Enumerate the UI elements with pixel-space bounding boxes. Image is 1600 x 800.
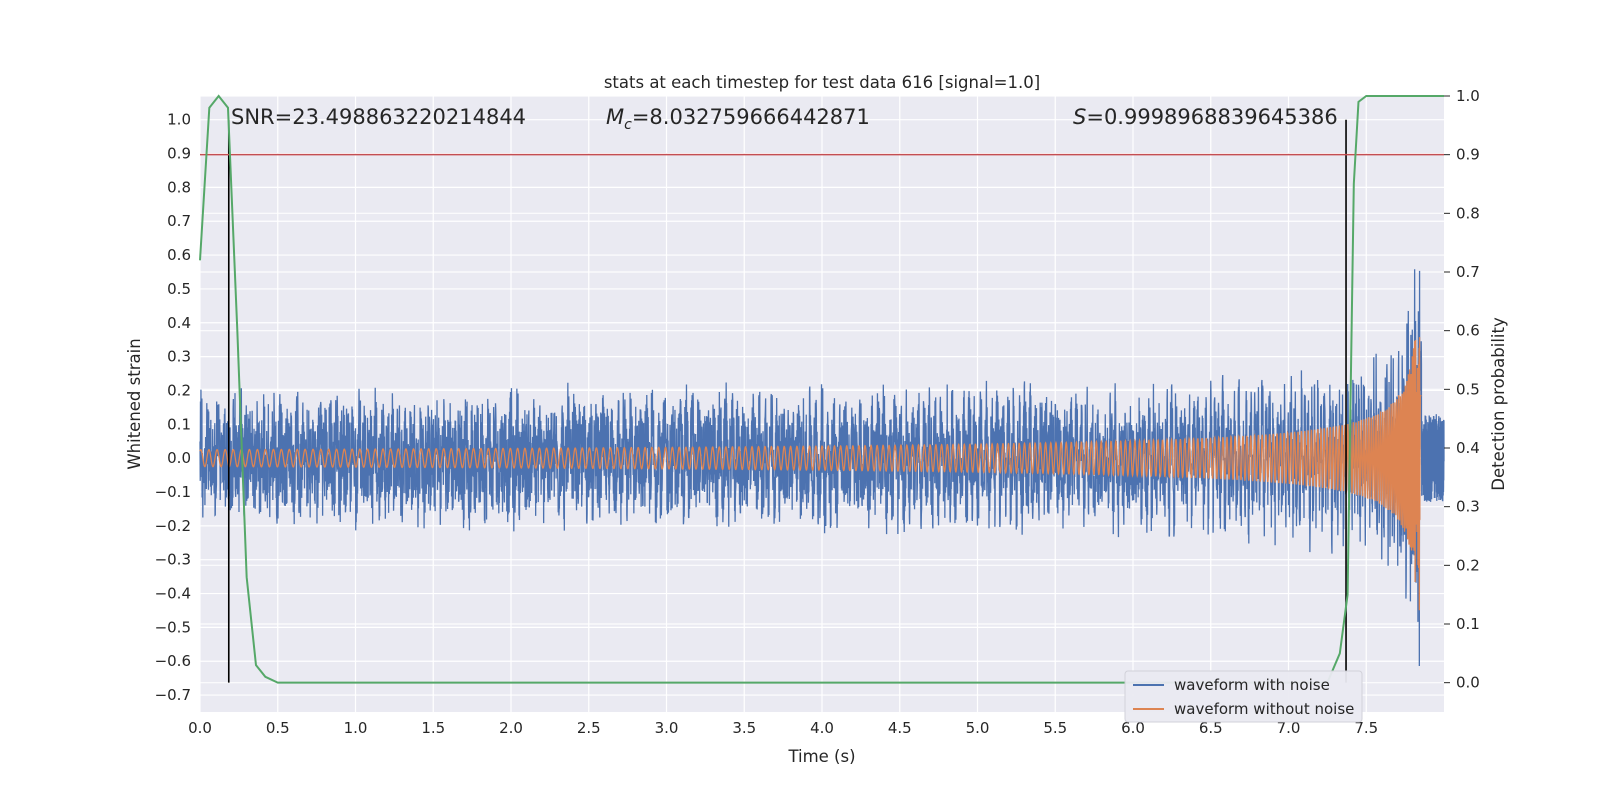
y-tick-label: 0.2 — [167, 381, 191, 399]
y-tick-label: 0.6 — [167, 246, 191, 264]
series-waveform-with-noise — [199, 269, 1445, 666]
series-waveform-without-noise — [199, 337, 1422, 611]
mc-subscript: c — [624, 117, 632, 133]
detection-probability-line — [199, 94, 1444, 684]
x-tick-label: 0.0 — [188, 719, 212, 737]
overlays — [200, 119, 1444, 683]
y-right-tick-label: 0.1 — [1456, 615, 1480, 633]
y-tick-label: 1.0 — [167, 111, 191, 129]
y-tick-label: 0.1 — [167, 415, 191, 433]
x-tick-label: 3.0 — [655, 719, 679, 737]
y-tick-label: 0.7 — [167, 212, 191, 230]
y-right-tick-label: 0.9 — [1456, 146, 1480, 164]
y-tick-label: 0.3 — [167, 348, 191, 366]
y-tick-label: −0.2 — [155, 517, 191, 535]
y-tick-label: 0.5 — [167, 280, 191, 298]
chirp-mass-annotation: Mc=8.032759666442871 — [606, 105, 870, 133]
legend-box — [1124, 670, 1363, 723]
x-tick-label: 4.5 — [888, 719, 912, 737]
x-tick-label: 7.0 — [1277, 719, 1301, 737]
y-right-tick-label: 0.5 — [1456, 380, 1480, 398]
y-right-tick-label: 0.8 — [1456, 204, 1480, 222]
s-symbol: S — [1073, 105, 1086, 129]
mc-value: =8.032759666442871 — [632, 105, 870, 129]
x-tick-label: 7.5 — [1354, 719, 1378, 737]
x-tick-label: 1.0 — [344, 719, 368, 737]
y-tick-label: −0.4 — [155, 585, 191, 603]
significance-annotation: S=0.9998968839645386 — [1073, 105, 1338, 129]
y-tick-label: 0.0 — [167, 449, 191, 467]
x-tick-label: 3.5 — [732, 719, 756, 737]
y-tick-label: 0.4 — [167, 314, 191, 332]
y-right-tick-label: 0.6 — [1456, 322, 1480, 340]
y-tick-label: −0.6 — [155, 652, 191, 670]
y-right-tick-label: 0.2 — [1456, 556, 1480, 574]
y-tick-label: −0.3 — [155, 551, 191, 569]
x-tick-label: 4.0 — [810, 719, 834, 737]
y-right-tick-label: 0.3 — [1456, 498, 1480, 516]
s-value: =0.9998968839645386 — [1086, 105, 1337, 129]
mc-symbol: M — [606, 105, 624, 129]
x-tick-label: 5.0 — [966, 719, 990, 737]
y-right-tick-label: 0.4 — [1456, 439, 1480, 457]
legend-label-clean: waveform without noise — [1174, 700, 1354, 718]
y-axis-label-right: Detection probability — [1489, 317, 1508, 491]
axis-ticks: 0.0 0.5 1.0 1.5 2.0 2.5 3.0 3.5 4.0 4.5 5.0 5.5 6.0 6… — [155, 87, 1480, 737]
y-tick-label: 0.8 — [167, 178, 191, 196]
y-tick-label: −0.7 — [155, 686, 191, 704]
x-tick-label: 6.0 — [1121, 719, 1145, 737]
series-detection-probability — [199, 94, 1444, 684]
y-right-tick-label: 1.0 — [1456, 87, 1480, 105]
legend-label-noise: waveform with noise — [1174, 676, 1330, 694]
x-axis-label: Time (s) — [787, 747, 855, 766]
y-tick-label: −0.1 — [155, 483, 191, 501]
x-tick-label: 1.5 — [421, 719, 445, 737]
y-right-tick-label: 0.7 — [1456, 263, 1480, 281]
waveform-without-noise-line — [199, 337, 1422, 611]
legend: waveform with noise waveform without noi… — [1124, 670, 1363, 723]
x-tick-label: 6.5 — [1199, 719, 1223, 737]
y-axis-label: Whitened strain — [125, 338, 144, 469]
y-tick-label: −0.5 — [155, 618, 191, 636]
snr-annotation: SNR=23.498863220214844 — [231, 105, 526, 129]
waveform-with-noise-line — [199, 269, 1445, 666]
y-tick-label: 0.9 — [167, 145, 191, 163]
y-right-tick-label: 0.0 — [1456, 674, 1480, 692]
x-tick-label: 0.5 — [266, 719, 290, 737]
x-tick-label: 2.5 — [577, 719, 601, 737]
x-tick-label: 2.0 — [499, 719, 523, 737]
chart-title: stats at each timestep for test data 616… — [604, 73, 1040, 92]
x-tick-label: 5.5 — [1043, 719, 1067, 737]
